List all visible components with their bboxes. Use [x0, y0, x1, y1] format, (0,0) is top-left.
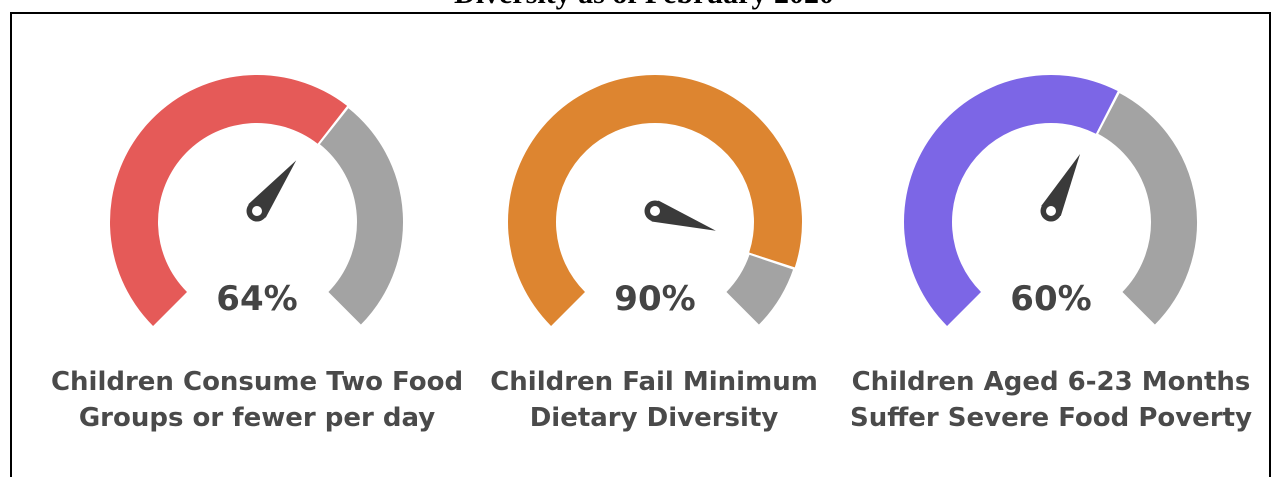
- gauge-value-label: 64%: [216, 279, 297, 319]
- gauge-needle: [1041, 153, 1081, 216]
- gauge-children-two-food-groups: 64%: [109, 74, 405, 328]
- gauge-remainder-arc: [317, 105, 405, 328]
- gauge-needle: [651, 200, 716, 231]
- chart-title: Diversity as of February 2020: [0, 0, 1288, 14]
- gauge-fill-arc: [904, 75, 1118, 326]
- gauge-fill-arc: [507, 74, 802, 326]
- gauge-needle-hub-center: [650, 206, 660, 216]
- gauge-children-fail-dietary-diversity: 90%: [507, 74, 802, 328]
- gauge-caption-fail-dietary-diversity: Children Fail Minimum Dietary Diversity: [490, 367, 818, 433]
- gauge-needle-hub-center: [252, 206, 262, 216]
- gauge-needle-hub-center: [1046, 206, 1056, 216]
- gauge-caption-two-food-groups: Children Consume Two Food Groups or fewe…: [50, 367, 464, 433]
- chart-frame: [10, 12, 1271, 477]
- gauge-caption-severe-food-poverty: Children Aged 6-23 Months Suffer Severe …: [849, 367, 1253, 433]
- gauge-remainder-arc: [723, 252, 796, 328]
- gauge-remainder-arc: [1095, 90, 1199, 328]
- gauge-value-label: 60%: [1010, 279, 1091, 319]
- gauge-value-label: 90%: [614, 279, 695, 319]
- gauge-children-severe-food-poverty: 60%: [904, 75, 1199, 328]
- gauge-fill-arc: [109, 74, 348, 326]
